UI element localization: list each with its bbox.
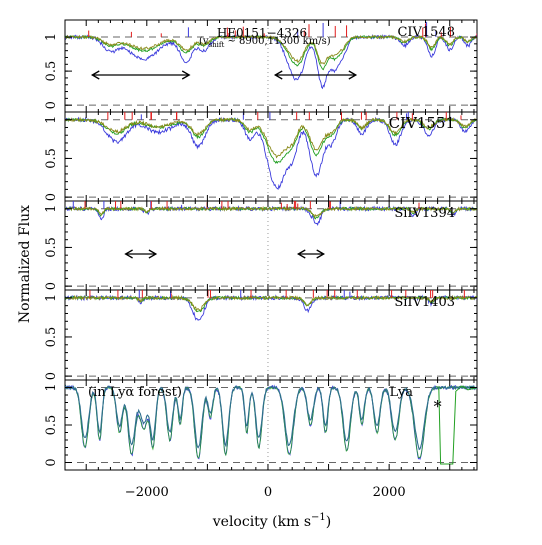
x-axis-label-exponent: −1 (311, 512, 326, 523)
contamination-star: * (434, 397, 442, 416)
arrow-head-right (148, 249, 158, 259)
velocity-shift-subscript: shift (209, 41, 225, 49)
arrow-head-left (90, 70, 100, 80)
y-tick-label: 1 (44, 205, 59, 213)
spectrum-olive-line (65, 205, 477, 219)
panel-label: SiIV1403 (394, 295, 455, 310)
spectrum-teal-line (65, 384, 477, 451)
y-tick-label: 0.5 (44, 237, 59, 258)
y-tick-label: 0 (44, 282, 59, 290)
spectrum-olive-line (65, 294, 477, 312)
y-tick-label: 0.5 (44, 148, 59, 169)
spectra-group (65, 201, 477, 226)
panel-siiv1403: 0 0.5 1 SiIV1403 (44, 289, 478, 381)
y-tick-label: 0.5 (44, 61, 59, 82)
y-tick-label: 0 (44, 372, 59, 380)
object-name-label: HE0151−4326 (217, 26, 307, 40)
y-axis-label: Normalized Flux (17, 205, 33, 323)
y-tick-label: 1 (44, 294, 59, 302)
panel-civ1548: 0 0.5 1 CIV1548 (44, 19, 478, 113)
arrow-head-right (316, 249, 326, 259)
panel-label: Lya (390, 385, 414, 400)
spectrum-olive-line (65, 34, 477, 65)
forest-note: (in Lyα forest) (88, 385, 182, 400)
spectrum-saturated-segment (438, 385, 477, 465)
spectra-group (65, 112, 477, 190)
x-tick-label: 0 (264, 485, 272, 500)
velocity-range-arrow (273, 70, 358, 80)
arrow-head-right (348, 70, 358, 80)
y-tick-label: 0 (44, 193, 59, 201)
x-axis-label-close: ) (326, 514, 331, 530)
velocity-shift-value: ~ 8900,11300 km/s) (224, 36, 330, 47)
spectrum-blue-line (65, 205, 477, 226)
panel-label: CIV1551 (389, 114, 455, 132)
x-axis-label-text: velocity (km s (212, 514, 311, 530)
panel-civ1551: 0 0.5 1 CIV1551 (44, 111, 478, 202)
panel-siiv1394: 0 0.5 1 SiIV1394 (44, 200, 478, 291)
y-tick-label: 0 (44, 101, 59, 109)
panel-label: CIV1548 (397, 25, 455, 40)
arrow-head-left (273, 70, 283, 80)
panels-group: 0 0.5 1 CIV1548 0 0.5 1 CIV1551 0 0.5 1 SiIV1394 0 0.… (44, 19, 478, 500)
velocity-range-arrow (296, 249, 326, 259)
x-tick-label: 2000 (373, 485, 406, 500)
panel-lya: 0 0.5 1 Lya (in Lyα forest) * (44, 379, 478, 471)
arrow-head-left (124, 249, 133, 259)
y-tick-label: 1 (44, 383, 59, 391)
velocity-shift-label: (vshift ~ 8900,11300 km/s) (199, 36, 331, 49)
y-tick-label: 0.5 (44, 415, 59, 436)
x-tick-label: −2000 (125, 485, 169, 500)
arrow-head-left (296, 249, 306, 259)
y-tick-label: 0 (44, 458, 59, 466)
x-axis-label: velocity (km s−1) (212, 512, 331, 530)
velocity-shift-open: (v (199, 36, 209, 47)
spectra-group (65, 290, 477, 321)
y-tick-label: 1 (44, 33, 59, 41)
y-tick-label: 0.5 (44, 327, 59, 348)
spectra-group (65, 384, 477, 465)
y-tick-label: 1 (44, 116, 59, 124)
panel-label: SiIV1394 (394, 206, 455, 221)
velocity-range-arrow (124, 249, 158, 259)
spectrum-olive-line (65, 116, 477, 159)
velocity-range-arrow (90, 70, 191, 80)
arrow-head-right (181, 70, 191, 80)
x-axis-group: −2000 0 2000 (125, 485, 406, 500)
spectra-group (65, 21, 477, 90)
